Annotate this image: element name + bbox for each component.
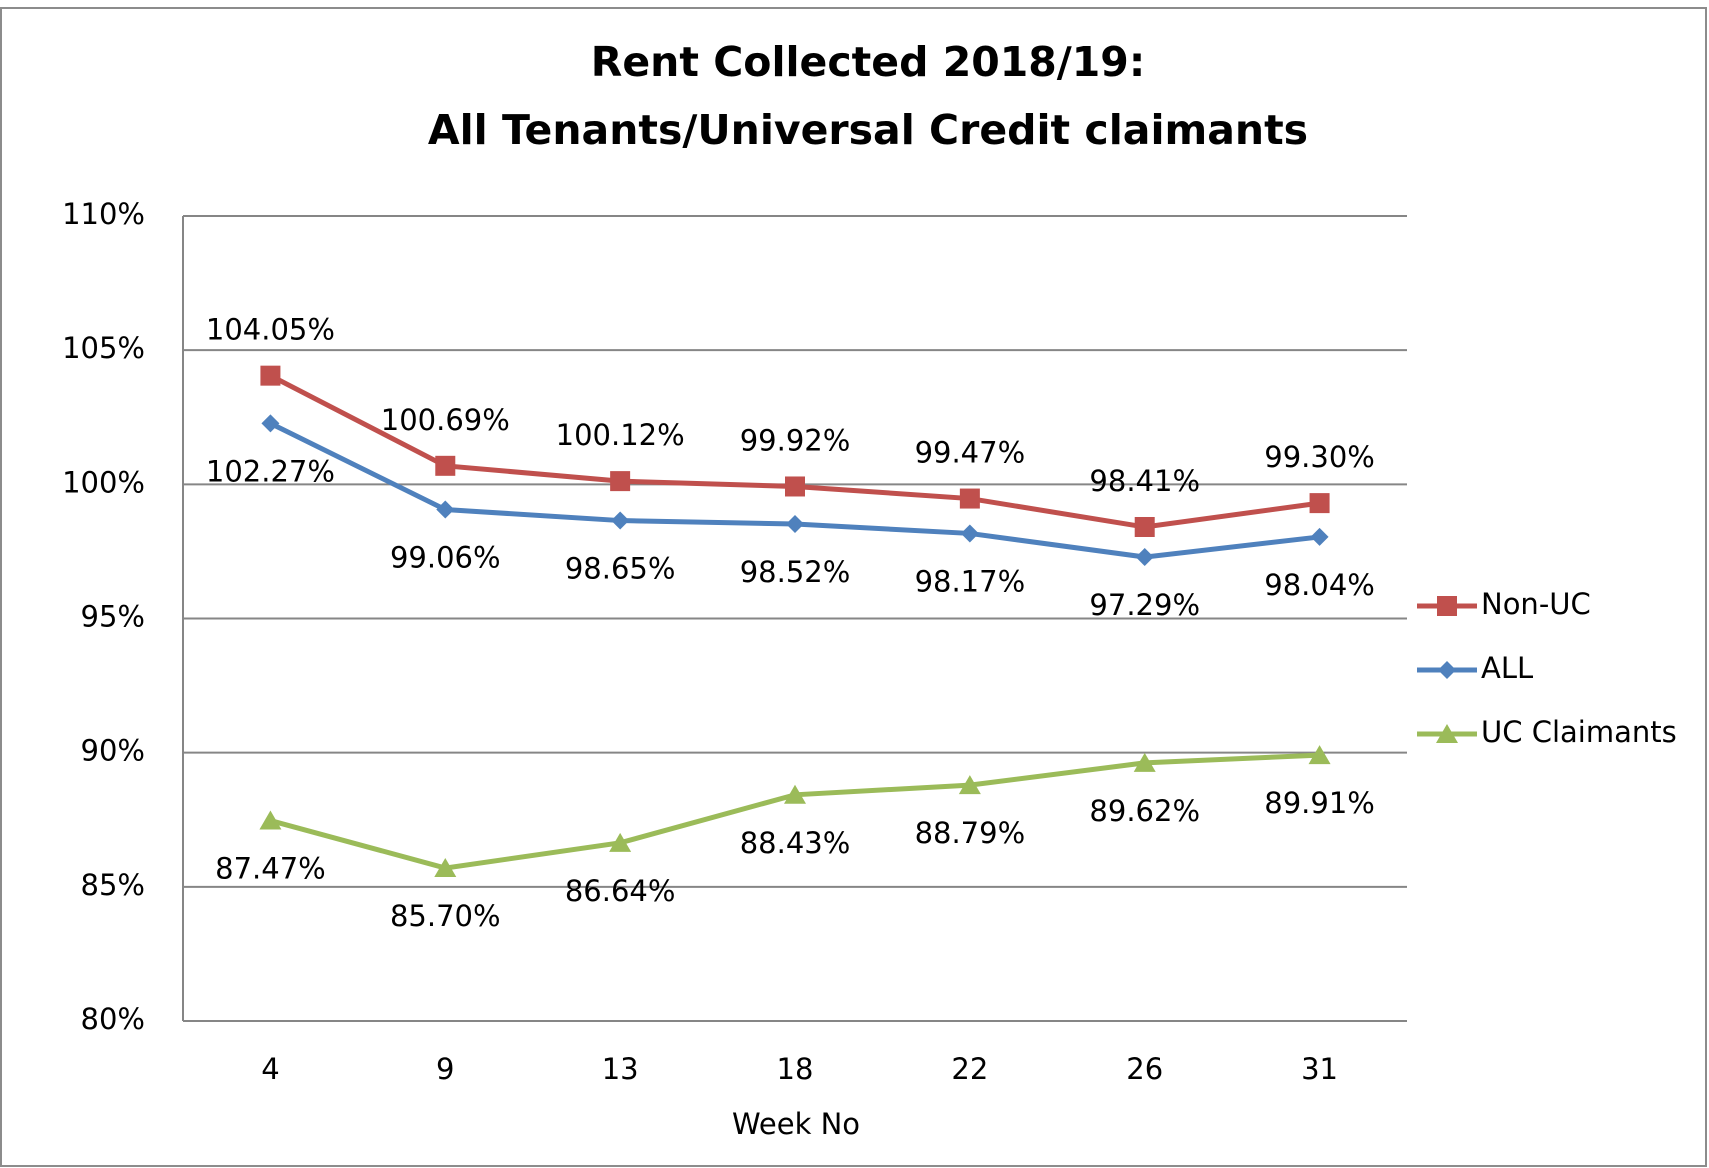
x-tick-label: 18 (777, 1052, 814, 1086)
y-tick-label: 85% (81, 868, 145, 902)
marker (960, 524, 979, 543)
legend-label: ALL (1481, 651, 1533, 685)
data-label: 88.43% (740, 826, 851, 860)
marker (1308, 745, 1331, 765)
chart-title: Rent Collected 2018/19: (591, 38, 1145, 86)
chart-frame (0, 7, 1707, 1167)
x-tick-label: 31 (1301, 1052, 1338, 1086)
marker (1310, 527, 1329, 546)
marker (260, 365, 281, 386)
data-label: 99.47% (915, 436, 1026, 470)
legend-label: UC Claimants (1481, 715, 1677, 749)
marker (784, 784, 806, 804)
y-tick-label: 100% (62, 465, 145, 499)
chart-title: All Tenants/Universal Credit claimants (428, 106, 1308, 154)
marker (1133, 752, 1156, 772)
data-label: 99.30% (1264, 440, 1375, 474)
data-label: 88.79% (915, 816, 1026, 850)
marker (611, 511, 630, 530)
data-label: 85.70% (390, 899, 501, 933)
data-label: 104.05% (206, 313, 335, 347)
y-tick-label: 105% (62, 331, 145, 365)
marker (1438, 661, 1456, 679)
marker (434, 858, 457, 878)
data-label: 89.91% (1264, 786, 1375, 820)
marker (786, 515, 804, 534)
x-axis-title: Week No (732, 1107, 860, 1141)
data-label: 98.04% (1264, 568, 1375, 602)
marker (959, 488, 980, 509)
x-tick-label: 4 (261, 1052, 279, 1086)
marker (436, 500, 455, 519)
y-tick-label: 90% (81, 734, 145, 768)
data-label: 86.64% (565, 874, 676, 908)
marker (1135, 548, 1154, 567)
x-tick-label: 13 (602, 1052, 639, 1086)
y-tick-label: 110% (62, 197, 145, 231)
data-label: 99.06% (390, 541, 501, 575)
x-tick-label: 22 (951, 1052, 988, 1086)
marker (435, 455, 456, 476)
data-label: 100.69% (381, 403, 510, 437)
data-label: 98.65% (565, 552, 676, 586)
legend-label: Non-UC (1481, 587, 1591, 621)
data-label: 100.12% (556, 418, 685, 452)
data-label: 97.29% (1089, 588, 1200, 622)
data-label: 89.62% (1089, 794, 1200, 828)
data-label: 98.17% (915, 564, 1026, 598)
marker (1437, 596, 1457, 616)
marker (785, 476, 805, 497)
marker (259, 810, 282, 830)
y-tick-label: 80% (81, 1002, 145, 1036)
data-label: 98.41% (1089, 464, 1200, 498)
marker (261, 414, 280, 433)
data-label: 99.92% (740, 423, 851, 457)
data-label: 98.52% (740, 555, 851, 589)
marker (1309, 493, 1330, 514)
y-tick-label: 95% (81, 600, 145, 634)
x-tick-label: 26 (1126, 1052, 1163, 1086)
marker (609, 832, 632, 852)
marker (610, 471, 631, 492)
data-label: 87.47% (215, 852, 326, 886)
x-tick-label: 9 (436, 1052, 454, 1086)
data-label: 102.27% (206, 454, 335, 488)
marker (1134, 516, 1155, 537)
marker (958, 775, 981, 795)
marker (1436, 724, 1458, 743)
